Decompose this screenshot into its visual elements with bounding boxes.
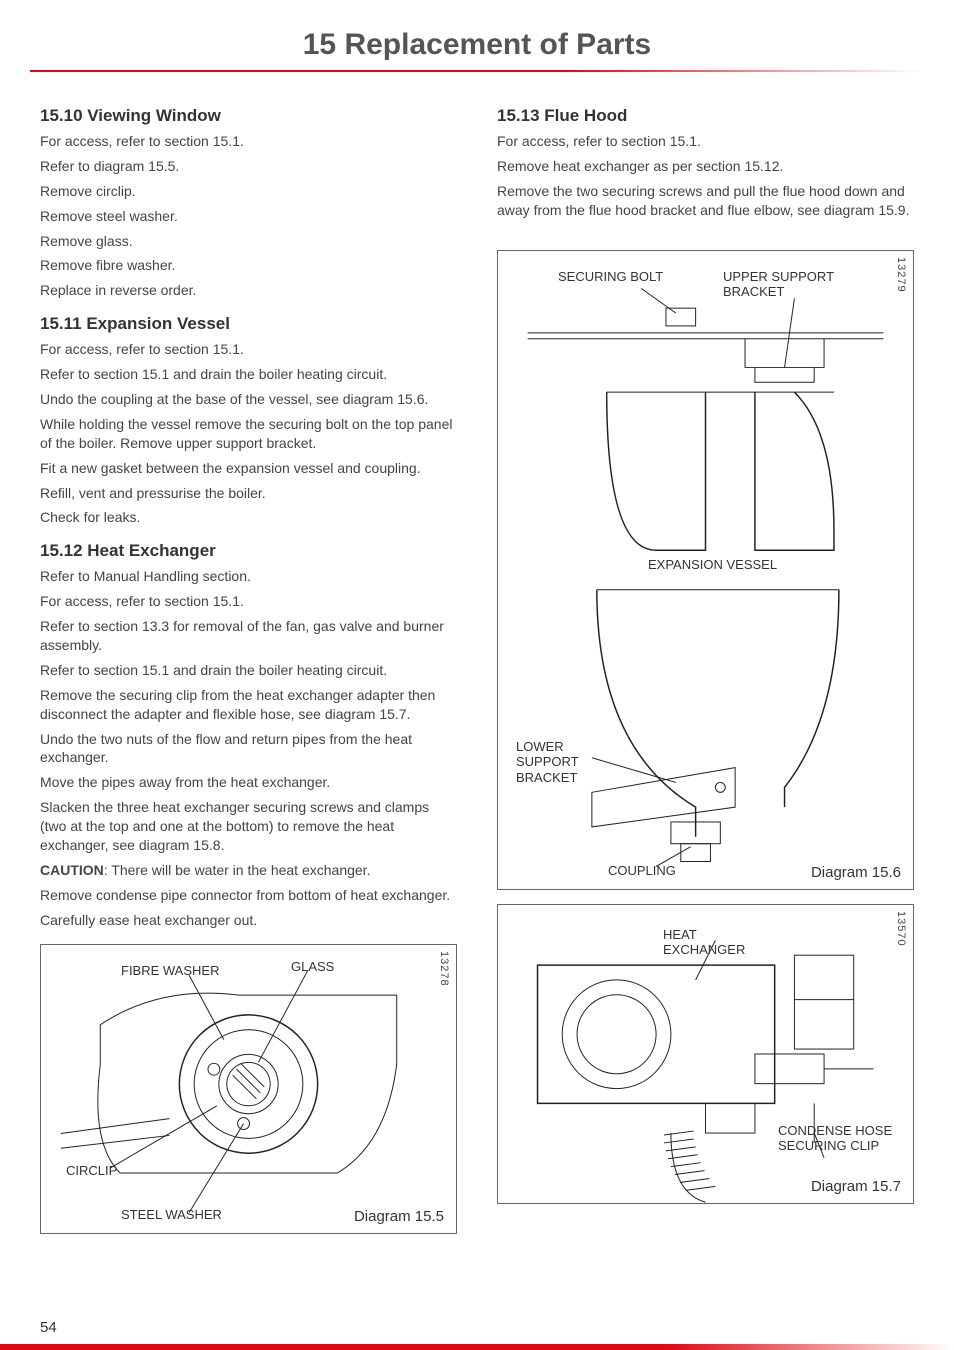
diagram-15-5-svg: [41, 945, 456, 1233]
label-coupling: COUPLING: [608, 863, 676, 879]
para: Refer to Manual Handling section.: [40, 567, 457, 586]
para: Remove glass.: [40, 232, 457, 251]
left-column: 15.10 Viewing Window For access, refer t…: [40, 92, 457, 1234]
page-number: 54: [40, 1319, 57, 1336]
diagram-caption: Diagram 15.5: [354, 1208, 444, 1225]
para: Carefully ease heat exchanger out.: [40, 911, 457, 930]
para: For access, refer to section 15.1.: [40, 592, 457, 611]
label-expansion-vessel: EXPANSION VESSEL: [648, 557, 777, 573]
para: Remove fibre washer.: [40, 256, 457, 275]
para: Slacken the three heat exchanger securin…: [40, 798, 457, 855]
page-title: 15 Replacement of Parts: [0, 0, 954, 70]
title-rule: [30, 70, 924, 72]
para: Refill, vent and pressurise the boiler.: [40, 484, 457, 503]
heading-15-13: 15.13 Flue Hood: [497, 106, 914, 126]
para: Replace in reverse order.: [40, 281, 457, 300]
para: While holding the vessel remove the secu…: [40, 415, 457, 453]
diagram-caption: Diagram 15.7: [811, 1178, 901, 1195]
para: For access, refer to section 15.1.: [40, 132, 457, 151]
heading-15-11: 15.11 Expansion Vessel: [40, 314, 457, 334]
label-circlip: CIRCLIP: [66, 1163, 117, 1179]
para: Remove steel washer.: [40, 207, 457, 226]
diagram-code: 13278: [438, 951, 450, 987]
footer-rule: [0, 1344, 954, 1350]
diagram-15-5: 13278: [40, 944, 457, 1234]
para: Refer to section 13.3 for removal of the…: [40, 617, 457, 655]
label-heat-exchanger: HEAT EXCHANGER: [663, 927, 763, 958]
para: Fit a new gasket between the expansion v…: [40, 459, 457, 478]
diagram-code: 13570: [895, 911, 907, 947]
para: Remove condense pipe connector from bott…: [40, 886, 457, 905]
diagram-15-6: 13279: [497, 250, 914, 890]
para: Check for leaks.: [40, 508, 457, 527]
label-fibre-washer: FIBRE WASHER: [121, 963, 219, 979]
para: Refer to diagram 15.5.: [40, 157, 457, 176]
para: For access, refer to section 15.1.: [497, 132, 914, 151]
para: Remove the securing clip from the heat e…: [40, 686, 457, 724]
diagram-code: 13279: [895, 257, 907, 293]
para: Undo the coupling at the base of the ves…: [40, 390, 457, 409]
label-lower-support: LOWER SUPPORT BRACKET: [516, 739, 596, 786]
para: Remove circlip.: [40, 182, 457, 201]
label-upper-support: UPPER SUPPORT BRACKET: [723, 269, 853, 300]
content-columns: 15.10 Viewing Window For access, refer t…: [0, 92, 954, 1234]
para: Undo the two nuts of the flow and return…: [40, 730, 457, 768]
para: For access, refer to section 15.1.: [40, 340, 457, 359]
caution-text: : There will be water in the heat exchan…: [104, 862, 371, 878]
caution-para: CAUTION: There will be water in the heat…: [40, 861, 457, 880]
para: Refer to section 15.1 and drain the boil…: [40, 365, 457, 384]
label-condense-clip: CONDENSE HOSE SECURING CLIP: [778, 1123, 908, 1154]
para: Move the pipes away from the heat exchan…: [40, 773, 457, 792]
right-column: 15.13 Flue Hood For access, refer to sec…: [497, 92, 914, 1234]
para: Remove heat exchanger as per section 15.…: [497, 157, 914, 176]
heading-15-12: 15.12 Heat Exchanger: [40, 541, 457, 561]
page-footer: 54: [0, 1314, 954, 1350]
heading-15-10: 15.10 Viewing Window: [40, 106, 457, 126]
caution-label: CAUTION: [40, 862, 104, 878]
diagram-caption: Diagram 15.6: [811, 864, 901, 881]
diagram-15-7: 13570: [497, 904, 914, 1204]
para: Refer to section 15.1 and drain the boil…: [40, 661, 457, 680]
para: Remove the two securing screws and pull …: [497, 182, 914, 220]
label-securing-bolt: SECURING BOLT: [558, 269, 663, 285]
label-steel-washer: STEEL WASHER: [121, 1207, 222, 1223]
label-glass: GLASS: [291, 959, 334, 975]
